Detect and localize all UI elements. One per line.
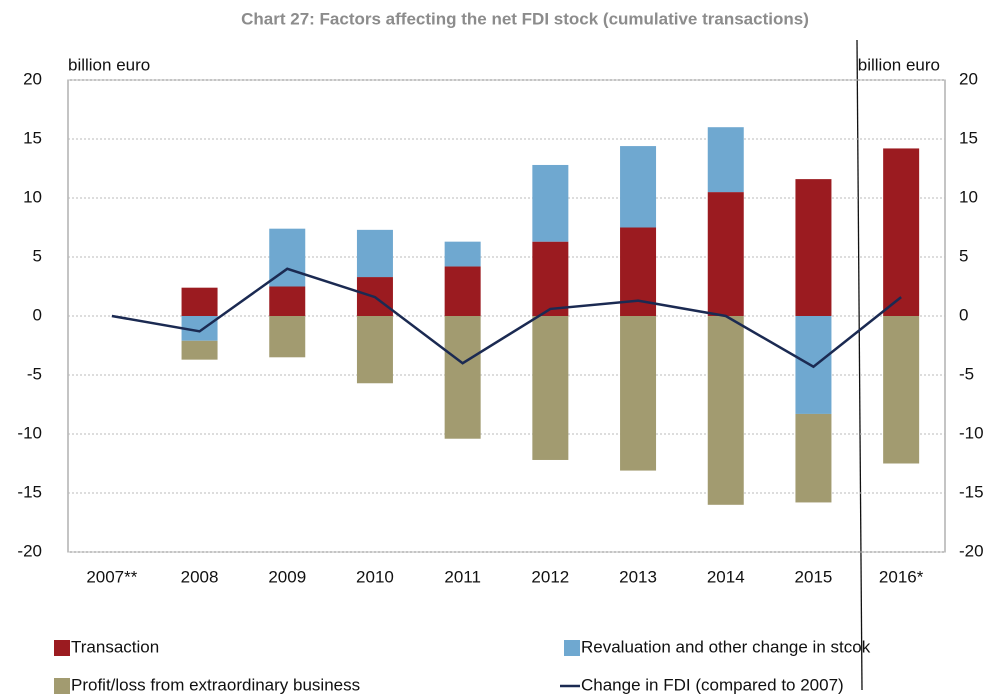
bar [269,286,306,316]
y2-tick-label: 0 [959,305,968,324]
bar [532,316,569,460]
y2-tick-label: -10 [959,423,984,442]
y2-tick-label: 10 [959,187,978,206]
x-tick-label: 2010 [356,567,394,586]
bar [444,241,481,267]
bar [707,127,744,193]
legend-label: Revaluation and other change in stcok [581,637,871,656]
bar [444,316,481,439]
bar [707,316,744,505]
legend-swatch [54,678,70,694]
y2-tick-label: -20 [959,541,984,560]
legend-label: Transaction [71,637,159,656]
bar [620,146,657,228]
x-tick-label: 2007** [86,567,137,586]
bar [532,164,569,242]
y-tick-label: -5 [27,364,42,383]
x-tick-label: 2016* [879,567,924,586]
y2-tick-label: 5 [959,246,968,265]
x-tick-label: 2013 [619,567,657,586]
x-tick-label: 2011 [444,567,481,586]
y-tick-label: 0 [33,305,42,324]
x-tick-label: 2015 [795,567,833,586]
y-tick-label: 5 [33,246,42,265]
y-tick-label: 20 [23,69,42,88]
bar [356,229,393,278]
legend-label: Change in FDI (compared to 2007) [581,675,844,694]
y-tick-label: 15 [23,128,42,147]
legend-swatch [564,640,580,656]
bar [707,192,744,316]
y2-tick-label: 15 [959,128,978,147]
y-tick-label: -20 [17,541,42,560]
bar [181,340,218,360]
line [111,267,902,369]
bar [620,316,657,471]
y2-axis-label: billion euro [858,55,940,74]
y-tick-label: -10 [17,423,42,442]
separator-line [856,39,863,691]
legend-swatch [54,640,70,656]
y2-tick-label: -15 [959,482,984,501]
legend-label: Profit/loss from extraordinary business [71,675,360,694]
x-tick-label: 2014 [707,567,745,586]
y-axis-label: billion euro [68,55,150,74]
bar [795,316,832,414]
x-tick-label: 2012 [531,567,569,586]
bar [269,316,306,358]
y-tick-label: 10 [23,187,42,206]
bar [356,316,393,384]
x-tick-label: 2009 [268,567,306,586]
bar [181,287,218,316]
y2-tick-label: 20 [959,69,978,88]
y-tick-label: -15 [17,482,42,501]
bar [444,266,481,316]
y2-tick-label: -5 [959,364,974,383]
bar [795,413,832,503]
bar [883,316,920,464]
chart-title: Chart 27: Factors affecting the net FDI … [241,9,809,28]
bar [795,179,832,316]
bar [883,148,920,316]
x-tick-label: 2008 [181,567,219,586]
bar [532,241,569,316]
